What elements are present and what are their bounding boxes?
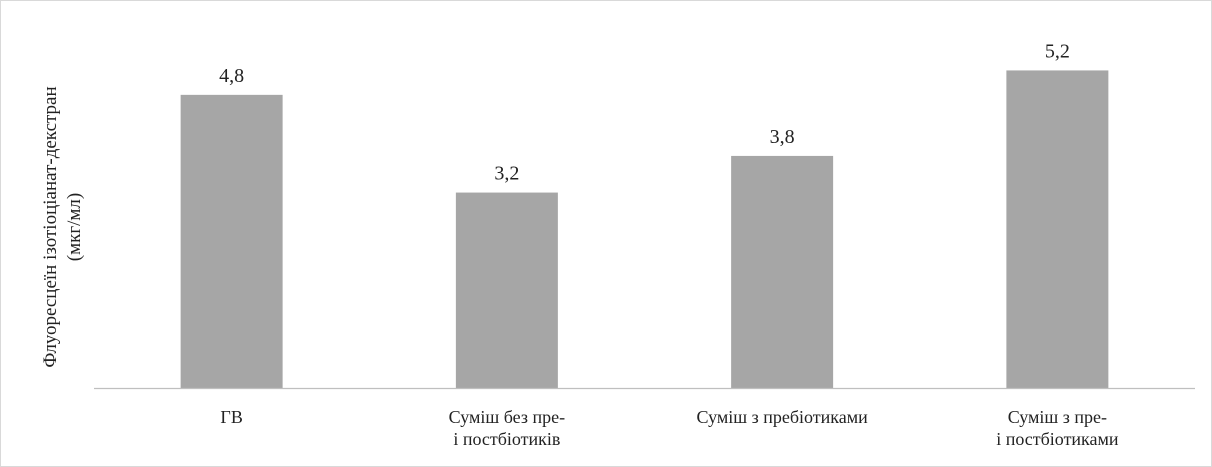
bars-group xyxy=(180,70,1109,388)
x-tick-label-3: Суміш з пребіотиками xyxy=(697,407,869,427)
x-tick-labels-group: ГВ Суміш без пре-і постбіотиків Суміш з пр… xyxy=(220,407,1119,449)
data-label-4: 5,2 xyxy=(1045,40,1070,62)
value-labels-group: 4,8 3,2 3,8 5,2 xyxy=(219,40,1070,184)
x-tick-label-1: ГВ xyxy=(220,407,242,427)
bar-2 xyxy=(455,192,558,388)
y-axis-title: Флуоресцеїн ізотіоціанат-декстран (мкг/мл… xyxy=(40,86,85,367)
data-label-2: 3,2 xyxy=(494,163,519,185)
data-label-3: 3,8 xyxy=(770,126,795,148)
y-axis-label: Флуоресцеїн ізотіоціанат-декстран (мкг/мл… xyxy=(40,86,85,367)
data-label-1: 4,8 xyxy=(219,65,244,87)
x-tick-label-4: Суміш з пре-і постбіотиками xyxy=(996,407,1119,449)
bar-4 xyxy=(1006,70,1109,388)
bar-1 xyxy=(180,94,283,388)
x-tick-label-2: Суміш без пре-і постбіотиків xyxy=(449,407,565,449)
bar-3 xyxy=(731,155,834,388)
